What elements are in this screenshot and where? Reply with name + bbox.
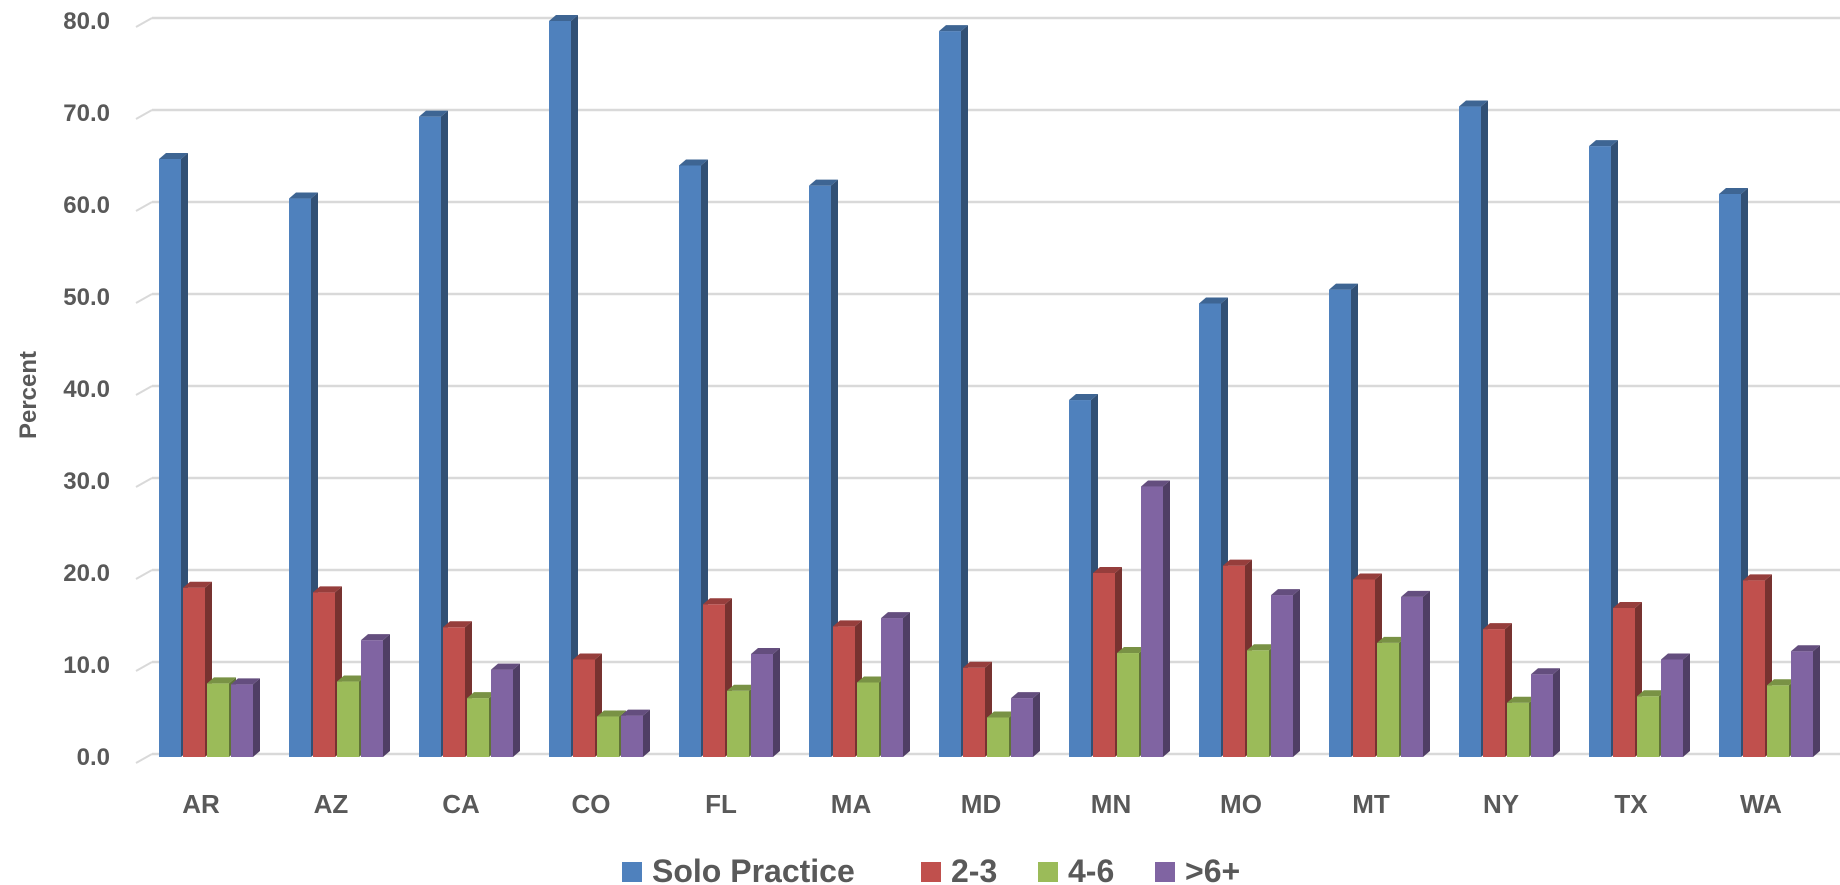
bar-AZ-2-3	[313, 586, 342, 757]
y-axis-ticks: 0.0 10.0 20.0 30.0 40.0 50.0 60.0 70.0 80.0	[63, 8, 110, 771]
y-tick-label: 60.0	[63, 192, 110, 219]
x-category-label: MN	[1091, 789, 1131, 819]
gridline-depth	[135, 661, 153, 672]
y-tick-label: 30.0	[63, 468, 110, 495]
bar-MA-Solo Practice	[809, 179, 838, 757]
bar-AZ->6+	[361, 634, 390, 757]
legend-item: 4-6	[1038, 853, 1114, 885]
bar-TX-Solo Practice	[1589, 140, 1618, 757]
legend-label: 4-6	[1068, 853, 1114, 885]
y-tick-label: 10.0	[63, 652, 110, 679]
gridline-depth	[135, 17, 153, 28]
bar-AR-Solo Practice	[159, 153, 188, 757]
gridline-depth	[135, 477, 153, 488]
x-axis-categories: AR AZ CA CO FL MA MD MN MO MT NY TX WA	[182, 789, 1782, 819]
x-category-label: AR	[182, 789, 220, 819]
bar-NY->6+	[1531, 668, 1560, 757]
gridline-depth	[135, 293, 153, 304]
gridline-depth	[135, 753, 153, 764]
bar-CA-Solo Practice	[419, 110, 448, 758]
bar-CO-Solo Practice	[549, 15, 578, 757]
bars	[159, 15, 1820, 758]
gridline-depth	[135, 109, 153, 120]
bar-MO->6+	[1271, 589, 1300, 757]
gridlines	[135, 16, 1840, 764]
bar-MD-Solo Practice	[939, 25, 968, 758]
x-category-label: AZ	[314, 789, 349, 819]
x-category-label: CO	[572, 789, 611, 819]
legend-swatch	[1155, 862, 1175, 882]
legend-label: >6+	[1185, 853, 1240, 885]
y-tick-label: 70.0	[63, 100, 110, 127]
x-category-label: MD	[961, 789, 1001, 819]
x-category-label: MA	[831, 789, 872, 819]
gridline-depth	[135, 201, 153, 212]
y-tick-label: 50.0	[63, 284, 110, 311]
legend-item: Solo Practice	[622, 853, 855, 885]
bar-MT->6+	[1401, 590, 1430, 757]
legend-swatch	[921, 862, 941, 882]
bar-CO->6+	[621, 709, 650, 757]
legend-item: >6+	[1155, 853, 1240, 885]
bar-WA->6+	[1791, 645, 1820, 757]
legend-label: Solo Practice	[652, 853, 855, 885]
y-axis-label: Percent	[15, 351, 42, 439]
bar-MN->6+	[1141, 480, 1170, 757]
y-tick-label: 80.0	[63, 8, 110, 35]
legend-swatch	[622, 862, 642, 882]
y-tick-label: 40.0	[63, 376, 110, 403]
bar-FL->6+	[751, 647, 780, 757]
x-category-label: CA	[442, 789, 480, 819]
legend: Solo Practice 2-3 4-6 >6+	[622, 853, 1240, 885]
bar-NY-Solo Practice	[1459, 100, 1488, 757]
bar-TX->6+	[1661, 653, 1690, 757]
legend-swatch	[1038, 862, 1058, 882]
legend-item: 2-3	[921, 853, 997, 885]
bar-CO-2-3	[573, 653, 602, 757]
x-category-label: FL	[705, 789, 737, 819]
y-tick-label: 20.0	[63, 560, 110, 587]
bar-CA->6+	[491, 663, 520, 757]
x-category-label: NY	[1483, 789, 1519, 819]
x-category-label: WA	[1740, 789, 1782, 819]
legend-label: 2-3	[951, 853, 997, 885]
bar-AR->6+	[231, 678, 260, 757]
x-category-label: MO	[1220, 789, 1262, 819]
gridline-depth	[135, 569, 153, 580]
x-category-label: TX	[1614, 789, 1648, 819]
bar-MD-2-3	[963, 661, 992, 757]
y-tick-label: 0.0	[77, 744, 110, 771]
x-category-label: MT	[1352, 789, 1390, 819]
bar-MA->6+	[881, 612, 910, 757]
gridline-depth	[135, 385, 153, 396]
bar-MD->6+	[1011, 692, 1040, 757]
